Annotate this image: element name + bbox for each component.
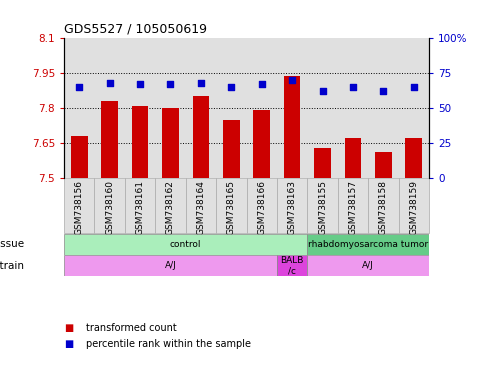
Text: GSM738165: GSM738165 <box>227 180 236 235</box>
Bar <box>307 234 429 255</box>
Text: control: control <box>170 240 202 249</box>
Text: rhabdomyosarcoma tumor: rhabdomyosarcoma tumor <box>308 240 428 249</box>
Bar <box>64 234 307 255</box>
Point <box>410 84 418 90</box>
Bar <box>64 178 95 233</box>
Text: GSM738157: GSM738157 <box>349 180 357 235</box>
Text: A/J: A/J <box>165 261 176 270</box>
Bar <box>125 178 155 233</box>
Bar <box>314 147 331 178</box>
Text: percentile rank within the sample: percentile rank within the sample <box>86 339 251 349</box>
Bar <box>307 38 338 178</box>
Point <box>288 77 296 83</box>
Point <box>106 80 113 86</box>
Bar <box>132 106 148 178</box>
Bar <box>338 178 368 233</box>
Text: GDS5527 / 105050619: GDS5527 / 105050619 <box>64 23 207 36</box>
Point <box>227 84 235 90</box>
Text: GSM738161: GSM738161 <box>136 180 144 235</box>
Text: GSM738166: GSM738166 <box>257 180 266 235</box>
Text: GSM738160: GSM738160 <box>105 180 114 235</box>
Bar <box>95 38 125 178</box>
Bar <box>216 38 246 178</box>
Bar <box>307 178 338 233</box>
Bar <box>338 38 368 178</box>
Bar <box>162 108 179 178</box>
Bar <box>368 178 398 233</box>
Text: GSM738159: GSM738159 <box>409 180 418 235</box>
Bar <box>64 255 277 276</box>
Bar <box>216 178 246 233</box>
Point <box>258 81 266 88</box>
Bar <box>284 76 300 178</box>
Text: tissue: tissue <box>0 239 25 249</box>
Point <box>318 88 326 94</box>
Bar <box>246 38 277 178</box>
Bar <box>186 178 216 233</box>
Bar <box>398 178 429 233</box>
Bar <box>277 38 307 178</box>
Text: GSM738163: GSM738163 <box>287 180 297 235</box>
Bar <box>95 178 125 233</box>
Bar <box>102 101 118 178</box>
Bar <box>368 38 398 178</box>
Text: BALB
/c: BALB /c <box>281 256 304 275</box>
Text: GSM738164: GSM738164 <box>196 180 206 235</box>
Bar <box>155 38 186 178</box>
Bar <box>345 138 361 178</box>
Bar <box>186 38 216 178</box>
Text: GSM738162: GSM738162 <box>166 180 175 235</box>
Text: transformed count: transformed count <box>86 323 177 333</box>
Bar <box>375 152 391 178</box>
Point <box>197 80 205 86</box>
Bar <box>71 136 88 178</box>
Text: strain: strain <box>0 261 25 271</box>
Point <box>380 88 387 94</box>
Text: GSM738155: GSM738155 <box>318 180 327 235</box>
Bar <box>253 110 270 178</box>
Bar <box>125 38 155 178</box>
Text: ■: ■ <box>64 323 73 333</box>
Point <box>167 81 175 88</box>
Text: ■: ■ <box>64 339 73 349</box>
Bar <box>277 178 307 233</box>
Bar <box>277 255 307 276</box>
Bar <box>307 255 429 276</box>
Bar <box>155 178 186 233</box>
Text: A/J: A/J <box>362 261 374 270</box>
Point <box>136 81 144 88</box>
Bar <box>223 120 240 178</box>
Point <box>349 84 357 90</box>
Bar <box>246 178 277 233</box>
Bar <box>64 38 95 178</box>
Bar <box>405 138 422 178</box>
Bar <box>398 38 429 178</box>
Text: GSM738158: GSM738158 <box>379 180 388 235</box>
Text: GSM738156: GSM738156 <box>75 180 84 235</box>
Bar <box>193 96 209 178</box>
Point <box>75 84 83 90</box>
